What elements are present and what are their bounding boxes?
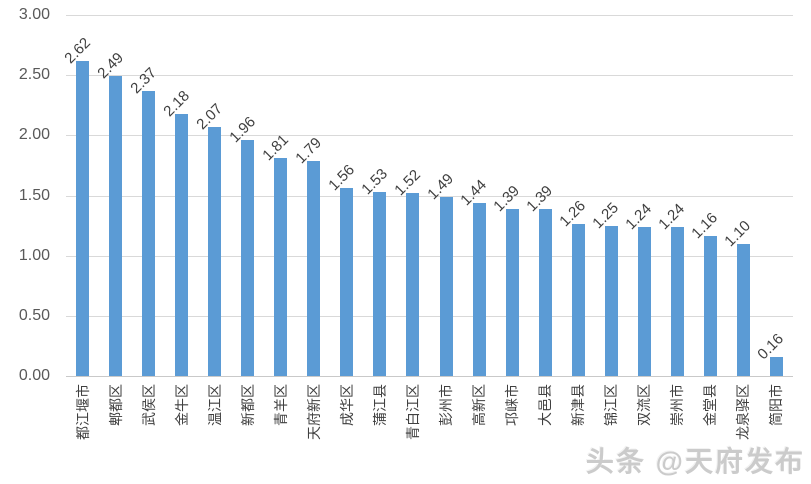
x-axis-label: 成华区 [338,384,355,426]
y-axis-tick-label: 0.50 [18,306,50,324]
y-axis-tick-label: 1.00 [18,246,50,264]
x-axis-label: 彭州市 [438,384,455,426]
gridline [66,315,793,317]
bar [373,191,387,376]
gridline [66,75,793,77]
bar [109,76,123,376]
x-axis-label: 温江区 [206,384,223,426]
x-axis-label: 青羊区 [272,384,289,426]
x-axis-label: 青白江区 [404,384,421,440]
x-axis-label: 大邑县 [537,384,554,426]
x-axis-label: 都江堰市 [74,384,91,440]
y-axis-tick-label: 2.50 [18,66,50,84]
bar [703,236,717,376]
bar [307,160,321,376]
x-axis-label: 简阳市 [768,384,785,426]
x-axis-label: 蒲江县 [371,384,388,426]
bar [637,226,651,376]
x-axis-label: 龙泉驿区 [735,384,752,440]
bar [340,188,354,376]
bar [538,208,552,376]
gridline [66,15,793,16]
x-axis-label: 锦江区 [603,384,620,426]
x-axis-line [66,376,793,377]
watermark: 头条 @天府发布 [585,446,805,477]
y-axis-tick-label: 0.00 [18,367,50,384]
x-axis-label: 邛崃市 [504,384,521,426]
bar [571,224,585,376]
x-axis-label: 新都区 [239,384,256,426]
bar [604,225,618,376]
x-axis-label: 崇州市 [669,384,686,426]
bar [76,60,90,376]
bar [274,158,288,376]
gridline [66,255,793,257]
bar [505,208,519,376]
bar [472,202,486,376]
bar [769,356,783,376]
x-axis-label: 新津县 [570,384,587,426]
y-axis-tick-label: 1.50 [18,186,50,204]
bar [670,226,684,376]
y-axis-tick-label: 3.00 [18,6,50,23]
x-axis-label: 金堂县 [702,384,719,426]
x-axis-label: 武侯区 [140,384,157,426]
bar [406,193,420,376]
y-axis-tick-label: 2.00 [18,126,50,144]
x-axis-label: 天府新区 [305,384,322,440]
bar [736,243,750,376]
bar [439,196,453,376]
x-axis-label: 金牛区 [173,384,190,426]
x-axis-label: 高新区 [471,384,488,426]
bar [175,113,189,376]
gridline [66,195,793,197]
bar [208,126,222,376]
bar [142,90,156,376]
x-axis-label: 郫都区 [107,384,124,426]
bar [241,140,255,376]
x-axis-label: 双流区 [636,384,653,426]
gridline [66,135,793,137]
